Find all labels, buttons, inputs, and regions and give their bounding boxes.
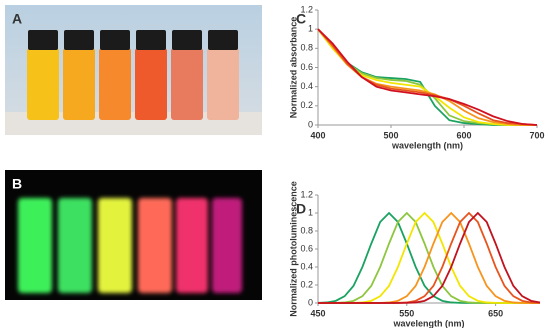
y-tick-label: 0.2	[300, 279, 313, 289]
y-tick-label: 0.8	[300, 43, 313, 53]
y-tick-label: 0.8	[300, 225, 313, 235]
y-axis-label: Normalized absorbance	[288, 17, 298, 119]
line-series	[317, 28, 538, 126]
panel-label: C	[296, 11, 306, 27]
y-tick-label: 1	[308, 207, 313, 217]
x-tick-label: 400	[310, 130, 325, 140]
line-series	[317, 28, 538, 126]
y-tick-label: 0.6	[300, 243, 313, 253]
x-tick-label: 700	[529, 130, 544, 140]
line-series	[317, 28, 537, 126]
y-tick-label: 1	[308, 24, 313, 34]
x-tick-label: 600	[456, 130, 471, 140]
x-axis-label: wavelength (nm)	[392, 318, 464, 328]
line-series	[318, 211, 541, 304]
y-tick-label: 1.2	[300, 4, 313, 14]
y-tick-label: 0.2	[300, 100, 313, 110]
line-series	[317, 28, 537, 126]
panel-label: A	[12, 11, 22, 27]
x-tick-label: 450	[310, 308, 325, 318]
line-series	[317, 28, 537, 126]
x-tick-label: 650	[488, 308, 503, 318]
x-tick-label: 550	[399, 308, 414, 318]
photo-vials-daylight: A	[5, 5, 262, 135]
y-tick-label: 0	[308, 297, 313, 307]
x-tick-label: 500	[383, 130, 398, 140]
line-series	[317, 28, 537, 126]
panel-label: D	[296, 201, 306, 217]
y-tick-label: 1.2	[300, 189, 313, 199]
panel-label: B	[12, 176, 22, 192]
y-tick-label: 0.4	[300, 261, 313, 271]
y-tick-label: 0	[308, 119, 313, 129]
photo-vials-uv: B	[5, 170, 262, 300]
y-axis-label: Normalized photoluminescence	[288, 181, 298, 317]
x-axis-label: wavelength (nm)	[391, 140, 463, 150]
y-tick-label: 0.6	[300, 62, 313, 72]
y-tick-label: 0.4	[300, 81, 313, 91]
